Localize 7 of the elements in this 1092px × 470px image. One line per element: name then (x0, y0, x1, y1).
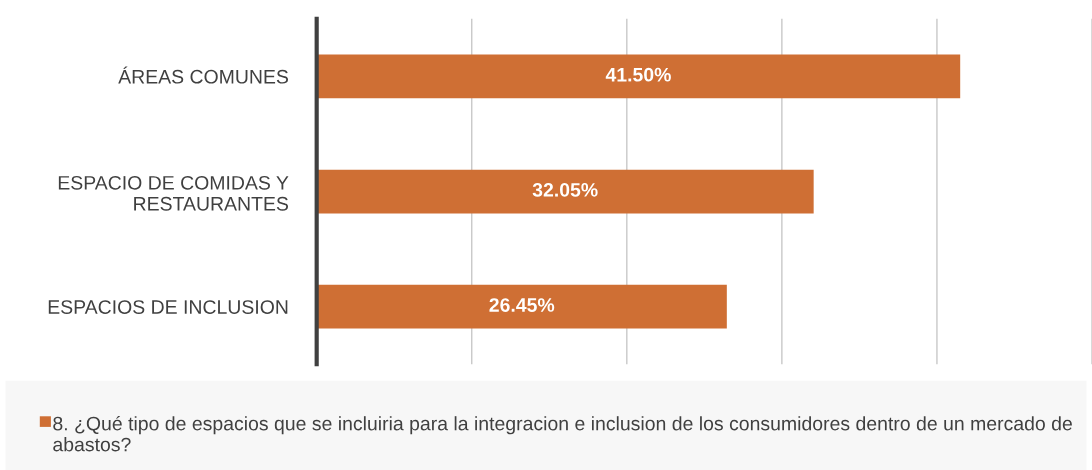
data-label: 26.45% (489, 298, 555, 312)
data-label: 41.50% (605, 67, 671, 82)
y-tick-label: ESPACIO DE COMIDAS Y RESTAURANTES (58, 175, 289, 211)
legend-label: 8. ¿Qué tipo de espacios que se incluiria para la integracion e inclusion de los consumidores dentro de un mercado de abastos? (53, 415, 1072, 452)
y-tick-label: ÁREAS COMUNES (118, 66, 289, 84)
data-label: 32.05% (532, 182, 598, 197)
y-tick-label: ESPACIOS DE INCLUSION (48, 300, 288, 314)
